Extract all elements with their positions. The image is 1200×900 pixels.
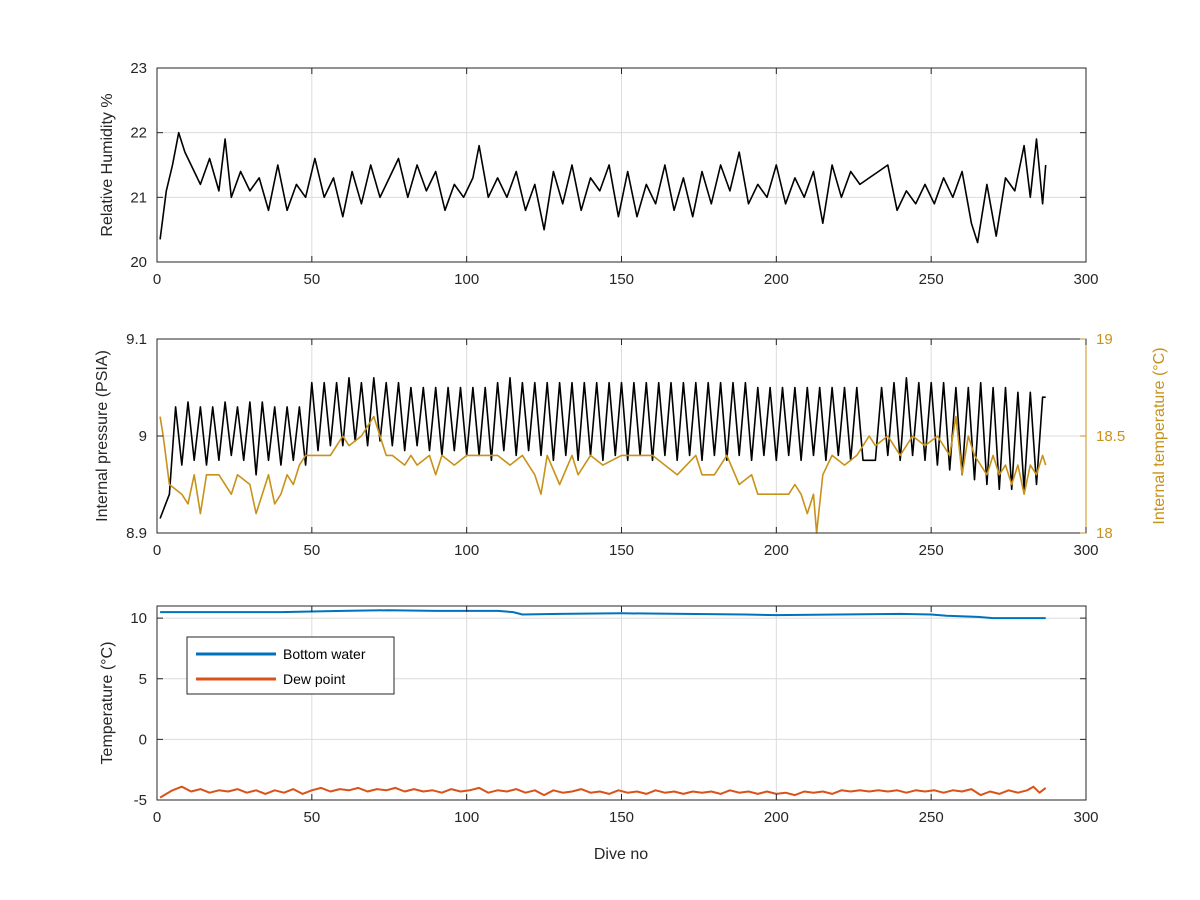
temperature-series [159, 609, 1047, 799]
pressure-panel: 0 50 100 150 200 250 300 8.9 9 9.1 18 18.5 19 Intern… [94, 331, 1168, 559]
y-tick-label: 21 [130, 189, 147, 206]
series-line-series-0 [159, 131, 1047, 244]
x-tick-label: 0 [153, 271, 161, 288]
x-tick-label: 100 [454, 271, 479, 288]
x-tick-label: 300 [1073, 271, 1098, 288]
series-line-series-0 [159, 376, 1046, 519]
pressure-ylabel: Internal pressure (PSIA) [94, 350, 111, 522]
y-tick-label: 9.1 [126, 331, 147, 348]
x-tick-label: 50 [303, 542, 320, 559]
legend-label-dew-point: Dew point [283, 671, 345, 687]
humidity-series [159, 131, 1047, 244]
y-tick-label: -5 [134, 792, 147, 809]
y-tick-label: 10 [130, 610, 147, 627]
temperature-right-ylabel: Internal temperature (°C) [1151, 347, 1168, 524]
x-tick-label: 150 [609, 809, 634, 826]
x-tick-label: 250 [919, 271, 944, 288]
x-tick-label: 0 [153, 542, 161, 559]
series-line-dew-point [159, 785, 1047, 799]
x-tick-label: 50 [303, 271, 320, 288]
x-tick-label: 200 [764, 542, 789, 559]
legend: Bottom water Dew point [186, 636, 395, 695]
legend-box [186, 636, 395, 695]
y-right-tick-label: 19 [1096, 331, 1113, 348]
x-tick-label: 150 [609, 542, 634, 559]
y-right-tick-label: 18 [1096, 525, 1113, 542]
y-right-tick-label: 18.5 [1096, 428, 1125, 445]
y-tick-label: 23 [130, 60, 147, 77]
temperature-panel: 0 50 100 150 200 250 300 -5 0 5 10 Temperature (°C… [99, 605, 1099, 863]
x-tick-label: 150 [609, 271, 634, 288]
x-tick-label: 50 [303, 809, 320, 826]
y-tick-label: 0 [139, 731, 147, 748]
x-tick-label: 300 [1073, 542, 1098, 559]
y-tick-label: 9 [139, 428, 147, 445]
x-tick-label: 100 [454, 542, 479, 559]
y-tick-label: 22 [130, 125, 147, 142]
x-tick-label: 250 [919, 809, 944, 826]
y-tick-label: 20 [130, 254, 147, 271]
humidity-panel: 0 50 100 150 200 250 300 20 21 22 23 Relative Humi… [99, 60, 1099, 288]
x-tick-label: 100 [454, 809, 479, 826]
legend-label-bottom-water: Bottom water [283, 646, 366, 662]
humidity-ylabel: Relative Humidity % [99, 93, 116, 236]
series-line-series-1 [159, 415, 1047, 534]
series-line-bottom-water [160, 609, 1046, 620]
y-tick-label: 5 [139, 671, 147, 688]
pressure-series [159, 376, 1047, 534]
y-tick-label: 8.9 [126, 525, 147, 542]
temperature-ylabel: Temperature (°C) [99, 642, 116, 765]
x-tick-label: 200 [764, 809, 789, 826]
x-axis-label: Dive no [594, 846, 648, 863]
x-tick-label: 200 [764, 271, 789, 288]
x-tick-label: 250 [919, 542, 944, 559]
x-tick-label: 0 [153, 809, 161, 826]
x-tick-label: 300 [1073, 809, 1098, 826]
